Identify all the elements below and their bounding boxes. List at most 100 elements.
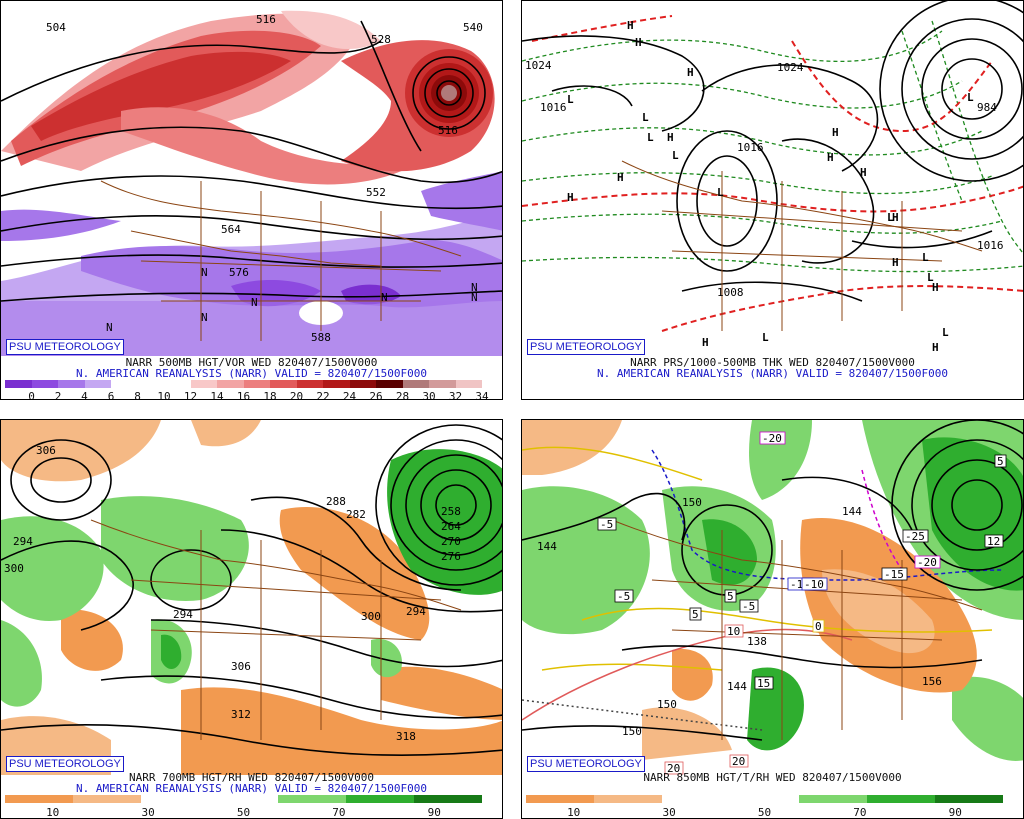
scale-swatch — [84, 380, 111, 388]
isotherm-label: 20 — [667, 762, 680, 775]
scale-swatch — [209, 795, 278, 803]
scale-swatch — [349, 380, 376, 388]
scale-swatch — [111, 380, 138, 388]
scale-tick-label: 50 — [236, 806, 251, 819]
psu-meteorology-badge: PSU METEOROLOGY — [6, 339, 124, 355]
map-caption-title: NARR 700MB HGT/RH WED 820407/1500V000 — [128, 771, 375, 784]
scale-swatch — [243, 380, 270, 388]
low-pressure-marker: L — [647, 131, 654, 144]
map-caption-valid: N. AMERICAN REANALYSIS (NARR) VALID = 82… — [597, 367, 948, 380]
contour-label: 504 — [46, 21, 66, 34]
high-pressure-marker: H — [932, 281, 939, 294]
psu-meteorology-badge: PSU METEOROLOGY — [6, 756, 124, 772]
scale-tick-label: 32 — [448, 390, 463, 400]
isotherm-label: -5 — [742, 600, 755, 613]
scale-swatch — [190, 380, 217, 388]
scale-swatch — [662, 795, 731, 803]
high-pressure-marker: H — [932, 341, 939, 354]
rh-scale-ticks: 10 30 50 70 90 — [526, 806, 1003, 818]
contour-label: 528 — [371, 33, 391, 46]
scale-tick-label: 90 — [427, 806, 441, 819]
contour-label: 540 — [463, 21, 483, 34]
vorticity-min-marker: N — [251, 296, 258, 309]
vorticity-min-marker: N — [106, 321, 113, 334]
contour-label: 258 — [441, 505, 461, 518]
contour-label: 264 — [441, 520, 461, 533]
contour-label: 150 — [622, 725, 642, 738]
isotherm-label: 15 — [757, 677, 770, 690]
scale-swatch — [323, 380, 350, 388]
map-caption-title: NARR 850MB HGT/T/RH WED 820407/1500V000 — [643, 771, 902, 784]
isotherm-label: -5 — [600, 518, 613, 531]
high-pressure-marker: H — [892, 211, 899, 224]
scale-tick-label: 4 — [81, 390, 88, 400]
low-pressure-marker: L — [927, 271, 934, 284]
scale-tick-label: 70 — [853, 806, 867, 819]
scale-swatch — [141, 795, 210, 803]
contour-label: 312 — [231, 708, 251, 721]
scale-tick-label: 16 — [236, 390, 251, 400]
high-pressure-marker: H — [892, 256, 899, 269]
t850-map: 150144144150156138144150-20-10-5-555-5-1… — [522, 420, 1023, 775]
scale-swatch — [429, 380, 456, 388]
scale-swatch — [345, 795, 414, 803]
map-caption-title: NARR 500MB HGT/VOR WED 820407/1500V000 — [125, 356, 378, 369]
scale-swatch — [31, 380, 58, 388]
vorticity-scale-ticks: 0 2 4 6 8 10 12 14 16 18 20 22 24 26 28 30 32 34 — [5, 390, 488, 400]
high-pressure-marker: H — [860, 166, 867, 179]
low-pressure-marker: L — [762, 331, 769, 344]
psu-meteorology-badge: PSU METEOROLOGY — [527, 339, 645, 355]
contour-label: 276 — [441, 550, 461, 563]
contour-label: 294 — [406, 605, 426, 618]
scale-tick-label: 50 — [757, 806, 772, 819]
scale-swatch — [402, 380, 429, 388]
contour-label: 318 — [396, 730, 416, 743]
vorticity-min-marker: N — [471, 291, 478, 304]
scale-swatch — [217, 380, 244, 388]
scale-tick-label: 90 — [948, 806, 962, 819]
contour-label: 588 — [311, 331, 331, 344]
scale-swatch — [866, 795, 935, 803]
map-caption-valid: N. AMERICAN REANALYSIS (NARR) VALID = 82… — [76, 782, 427, 795]
scale-tick-label: 22 — [316, 390, 330, 400]
contour-label: 1016 — [540, 101, 567, 114]
rh-scale-ticks: 10 30 50 70 90 — [5, 806, 482, 818]
scale-tick-label: 0 — [28, 390, 35, 400]
scale-tick-label: 2 — [54, 390, 62, 400]
isotherm-label: 5 — [727, 590, 734, 603]
contour-label: 156 — [922, 675, 942, 688]
scale-swatch — [376, 380, 403, 388]
low-pressure-marker: L — [567, 93, 574, 106]
panel-850mb-temperature: 150 144 144 150 156 138 144 150 -20 -10 -5 -5 5 5 -5 -1… — [521, 419, 1024, 819]
contour-label: 270 — [441, 535, 461, 548]
map-caption-title: NARR PRS/1000-500MB THK WED 820407/1500V… — [630, 356, 915, 369]
contour-label: 282 — [346, 508, 366, 521]
high-pressure-marker: H — [635, 36, 642, 49]
contour-label: 150 — [657, 698, 677, 711]
contour-label: 552 — [366, 186, 386, 199]
scale-tick-label: 70 — [332, 806, 346, 819]
isotherm-label: -15 — [884, 568, 904, 581]
low-pressure-marker: L — [942, 326, 949, 339]
contour-label: 300 — [4, 562, 24, 575]
scale-tick-label: 28 — [395, 390, 410, 400]
panel-700mb-relative-humidity: 306 294 300 294 288 282 258 264 270 276 300 294 306 3… — [0, 419, 503, 819]
scale-swatch — [73, 795, 142, 803]
contour-label: 1024 — [777, 61, 804, 74]
scale-swatch — [594, 795, 663, 803]
isotherm-label: -20 — [917, 556, 937, 569]
contour-label: 300 — [361, 610, 381, 623]
high-pressure-marker: H — [667, 131, 674, 144]
contour-label: 150 — [682, 496, 702, 509]
scale-swatch — [934, 795, 1003, 803]
low-pressure-marker: L — [672, 149, 679, 162]
scale-swatch — [730, 795, 799, 803]
vorticity-color-scale — [5, 380, 482, 388]
rh-color-scale — [5, 795, 482, 803]
map-caption-valid: N. AMERICAN REANALYSIS (NARR) VALID = 82… — [76, 367, 427, 380]
scale-tick-label: 30 — [141, 806, 155, 819]
contour-label: 516 — [256, 13, 276, 26]
high-pressure-marker: H — [627, 19, 634, 32]
scale-swatch — [270, 380, 297, 388]
